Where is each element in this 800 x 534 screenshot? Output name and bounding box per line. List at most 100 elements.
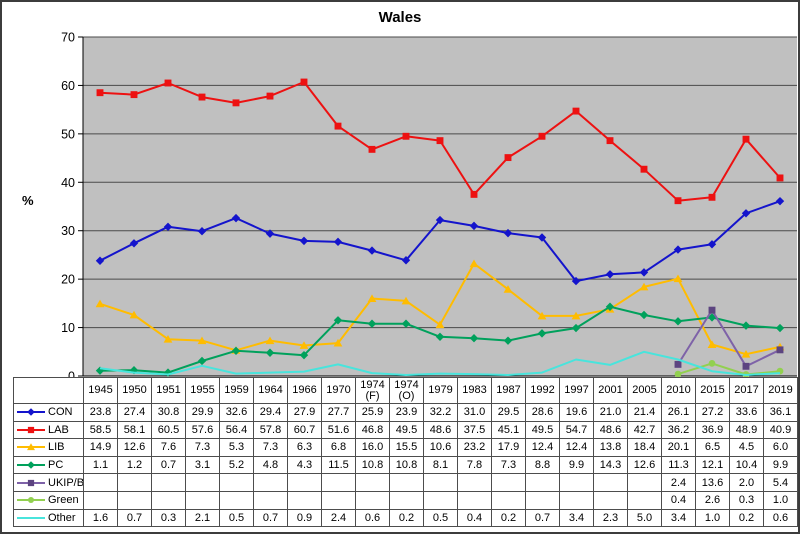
value-cell: 12.1	[695, 455, 730, 475]
value-cell: 26.1	[661, 403, 696, 422]
y-tick-label: 30	[61, 224, 75, 238]
legend-key-con: CON	[15, 406, 83, 418]
marker-lab	[402, 132, 410, 140]
value-cell: 42.7	[627, 420, 662, 440]
marker-pc	[435, 332, 445, 341]
marker-pc	[741, 321, 751, 330]
legend-cell-pc: PC	[13, 455, 84, 475]
marker-con	[741, 209, 751, 218]
value-cell: 18.4	[627, 438, 662, 457]
series-name: PC	[48, 459, 64, 472]
legend-key-green: Green	[15, 494, 83, 506]
value-cell: 2.4	[661, 473, 696, 492]
marker-lab	[368, 145, 376, 153]
value-cell: 7.8	[457, 455, 492, 475]
series-name: LAB	[48, 423, 69, 436]
legend-key-icon	[17, 426, 45, 434]
value-cell: 7.3	[253, 438, 288, 457]
value-cell: 13.6	[695, 473, 730, 492]
legend-cell-other: Other	[13, 508, 84, 528]
year-header-cell: 1974 (O)	[389, 377, 424, 404]
marker-con	[707, 240, 717, 249]
legend-cell-green: Green	[13, 490, 84, 510]
legend-key-icon	[17, 479, 45, 486]
value-cell	[185, 490, 220, 510]
marker-pc	[775, 323, 785, 333]
year-header-cell: 1970	[321, 377, 356, 404]
value-cell: 10.4	[729, 455, 764, 475]
legend-key-icon	[17, 516, 45, 519]
value-cell: 29.4	[253, 403, 288, 422]
value-cell: 0.6	[763, 508, 798, 528]
table-row-lab: LAB 58.5 58.1 60.5 57.6 56.4 57.8 60.7 51.6 46.8 4…	[13, 420, 798, 440]
value-cell: 40.9	[763, 420, 798, 440]
value-cell: 49.5	[525, 420, 560, 440]
value-cell	[525, 490, 560, 510]
value-cell: 0.5	[219, 508, 254, 528]
value-cell	[287, 473, 322, 492]
value-cell	[219, 490, 254, 510]
table-row-pc: PC 1.1 1.2 0.7 3.1 5.2 4.8 4.3 11.5 10.8 10.8 8.1 7.…	[13, 455, 798, 475]
marker-lab	[674, 197, 682, 205]
marker-con	[639, 268, 649, 277]
value-cell: 7.3	[491, 455, 526, 475]
year-header-cell: 2005	[627, 377, 662, 404]
series-line-other	[99, 350, 781, 376]
value-cell	[83, 473, 118, 492]
y-tick-label: 50	[61, 127, 75, 141]
legend-key-lib: LIB	[15, 441, 83, 453]
marker-pc	[503, 336, 513, 345]
legend-key-ukip-br: UKIP/Br	[15, 476, 84, 489]
value-cell: 10.8	[355, 455, 390, 475]
value-cell: 48.9	[729, 420, 764, 440]
marker-con	[469, 221, 479, 231]
marker-lib	[367, 294, 377, 302]
marker-lib	[571, 311, 581, 320]
y-tick-label: 60	[61, 79, 75, 93]
legend-key-other: Other	[15, 511, 83, 524]
value-cell	[491, 473, 526, 492]
value-cell	[253, 473, 288, 492]
marker-lib	[537, 311, 547, 320]
value-cell: 27.9	[287, 403, 322, 422]
value-cell: 2.0	[729, 473, 764, 492]
marker-lab	[232, 99, 240, 107]
value-cell	[457, 473, 492, 492]
value-cell: 5.3	[219, 438, 254, 457]
marker-lib	[707, 340, 717, 348]
marker-lib	[265, 336, 275, 345]
value-cell: 60.5	[151, 420, 186, 440]
marker-pc	[571, 323, 581, 333]
year-header-cell: 1979	[423, 377, 458, 404]
marker-lab	[538, 132, 546, 140]
value-cell: 46.8	[355, 420, 390, 440]
legend-marker	[27, 443, 35, 451]
marker-lib	[163, 334, 173, 343]
marker-pc	[367, 319, 377, 328]
value-cell: 0.5	[423, 508, 458, 528]
marker-lab	[572, 107, 580, 115]
value-cell: 11.3	[661, 455, 696, 475]
table-row-green: Green 0.4 2.6 0.3 1.0	[13, 490, 798, 510]
value-cell: 10.8	[389, 455, 424, 475]
value-cell	[321, 490, 356, 510]
marker-lab	[130, 91, 138, 99]
value-cell	[593, 490, 628, 510]
series-name: Other	[48, 511, 76, 524]
marker-pc	[299, 350, 309, 360]
table-corner-cell	[13, 377, 84, 404]
value-cell: 6.5	[695, 438, 730, 457]
series-name: UKIP/Br	[48, 476, 84, 489]
value-cell	[491, 490, 526, 510]
marker-green	[674, 370, 682, 378]
value-cell: 1.1	[83, 455, 118, 475]
y-axis-label: %	[22, 193, 34, 208]
value-cell: 60.7	[287, 420, 322, 440]
value-cell: 0.2	[389, 508, 424, 528]
y-tick-label: 10	[61, 321, 75, 335]
value-cell: 31.0	[457, 403, 492, 422]
year-header-cell: 2010	[661, 377, 696, 404]
value-cell: 58.5	[83, 420, 118, 440]
value-cell: 5.4	[763, 473, 798, 492]
year-header-cell: 1945	[83, 377, 118, 404]
